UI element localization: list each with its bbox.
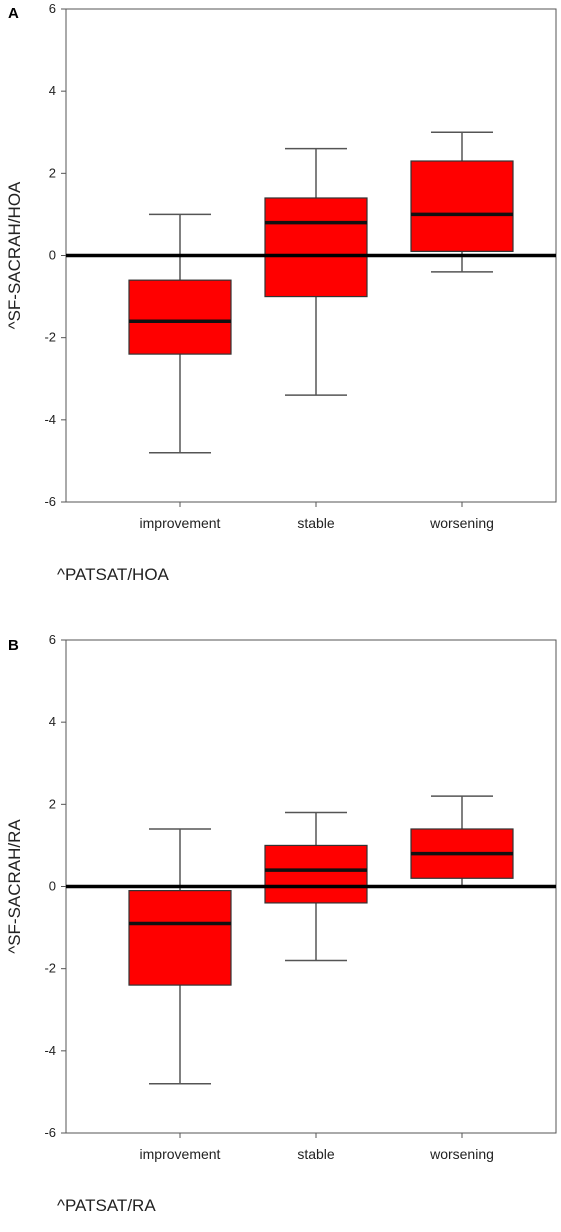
y-tick-label: -2 (44, 330, 56, 345)
y-tick-label: 0 (49, 879, 56, 894)
y-tick-label: 4 (49, 714, 56, 729)
x-category-label: worsening (429, 1146, 494, 1162)
x-category-label: improvement (140, 1146, 221, 1162)
panel-letter: A (8, 5, 19, 22)
panel-letter: B (8, 637, 19, 654)
panel-B: B -6 -4 -2 0 2 4 6 improvement stable worsening ^SF… (5, 632, 557, 1215)
iqr-box (264, 197, 368, 298)
iqr-box (128, 890, 232, 986)
box-worsening (410, 795, 514, 888)
box-stable (264, 811, 368, 962)
y-tick-label: 6 (49, 632, 56, 647)
y-axis-title: ^SF-SACRAH/RA (5, 819, 24, 954)
x-category-label: stable (297, 515, 335, 531)
x-axis-title: ^PATSAT/RA (57, 1196, 156, 1215)
y-tick-label: 4 (49, 83, 56, 98)
box-improvement (128, 213, 232, 454)
x-axis-title: ^PATSAT/HOA (57, 565, 170, 584)
y-tick-label: -4 (44, 412, 56, 427)
y-tick-label: 2 (49, 796, 56, 811)
y-tick-label: 2 (49, 165, 56, 180)
y-tick-label: -2 (44, 961, 56, 976)
y-tick-label: -6 (44, 494, 56, 509)
iqr-box (264, 844, 368, 904)
box-improvement (128, 828, 232, 1085)
box-worsening (410, 131, 514, 273)
x-category-label: worsening (429, 515, 494, 531)
y-tick-label: 6 (49, 1, 56, 16)
panel-A: A -6 -4 -2 0 2 4 6 improvement stable worsening ^SF… (5, 1, 557, 584)
box-stable (264, 147, 368, 396)
y-tick-label: 0 (49, 248, 56, 263)
y-tick-label: -6 (44, 1125, 56, 1140)
x-category-label: stable (297, 1146, 335, 1162)
y-tick-label: -4 (44, 1043, 56, 1058)
y-axis-title: ^SF-SACRAH/HOA (5, 181, 24, 329)
iqr-box (410, 160, 514, 252)
iqr-box (128, 279, 232, 355)
x-category-label: improvement (140, 515, 221, 531)
